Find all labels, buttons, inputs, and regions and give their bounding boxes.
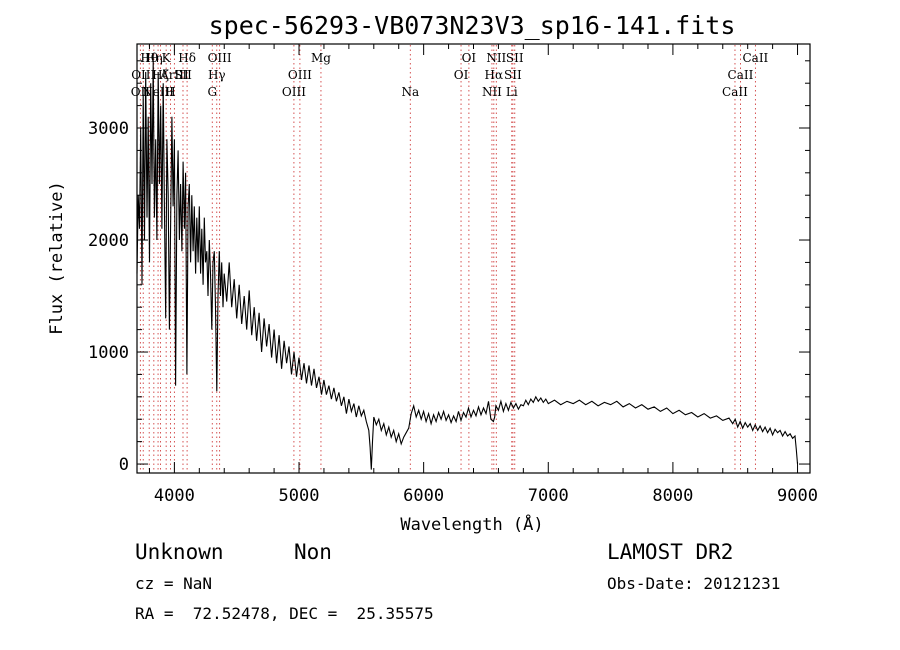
line-label-18: OI xyxy=(454,68,469,82)
line-label-9: SII xyxy=(174,68,192,82)
axis-ticks: 4000 5000 6000 7000 8000 9000 0 1000 2000 3000 xyxy=(88,44,818,506)
line-label-11: G xyxy=(207,85,217,99)
observation-date: Obs-Date: 20121231 xyxy=(607,574,780,593)
x-tick-label: 4000 xyxy=(154,486,195,506)
line-label-23: Li xyxy=(506,85,518,99)
line-label-13: OIII xyxy=(208,51,232,65)
spectral-line-labels: OIIOIIIHθHηNeIIIHζKHArIIISIIHδGHγOIIIOII… xyxy=(131,51,769,99)
line-label-20: NII xyxy=(482,85,502,99)
line-label-7: H xyxy=(165,85,175,99)
line-label-17: Na xyxy=(401,85,419,99)
line-label-10: Hδ xyxy=(178,51,196,65)
line-label-3: Hη xyxy=(145,51,163,65)
line-label-12: Hγ xyxy=(208,68,226,82)
line-label-27: CaII xyxy=(728,68,754,82)
x-tick-label: 8000 xyxy=(652,486,693,506)
line-label-14: OIII xyxy=(282,85,306,99)
chart-title: spec-56293-VB073N23V3_sp16-141.fits xyxy=(209,11,736,40)
line-label-28: CaII xyxy=(742,51,768,65)
redshift-cz: cz = NaN xyxy=(135,574,212,593)
x-tick-label: 7000 xyxy=(528,486,569,506)
y-axis-label: Flux (relative) xyxy=(47,181,67,335)
spectral-line-markers xyxy=(139,45,756,472)
survey-name: LAMOST DR2 xyxy=(607,540,733,564)
line-label-22: NII xyxy=(486,51,506,65)
line-label-16: Mg xyxy=(311,51,331,65)
line-label-26: CaII xyxy=(722,85,748,99)
x-axis-label: Wavelength (Å) xyxy=(400,513,543,535)
line-label-15: OIII xyxy=(288,68,312,82)
line-label-5: Hζ xyxy=(152,68,169,82)
sky-coordinates: RA = 72.52478, DEC = 25.35575 xyxy=(135,604,434,623)
spectrum-series-line xyxy=(136,60,799,470)
line-label-6: K xyxy=(162,51,172,65)
line-label-19: OI xyxy=(462,51,477,65)
x-tick-label: 5000 xyxy=(279,486,320,506)
line-label-8: ArIII xyxy=(159,68,189,82)
line-label-25: SII xyxy=(506,51,524,65)
object-class: Unknown xyxy=(135,540,224,564)
plot-frame xyxy=(136,43,811,474)
y-tick-label: 3000 xyxy=(88,119,129,139)
y-tick-label: 1000 xyxy=(88,343,129,363)
line-label-24: SII xyxy=(504,68,522,82)
object-subclass: Non xyxy=(294,540,332,564)
line-label-21: Hα xyxy=(485,68,504,82)
y-tick-label: 0 xyxy=(119,455,129,475)
x-tick-label: 9000 xyxy=(777,486,818,506)
y-tick-label: 2000 xyxy=(88,231,129,251)
x-tick-label: 6000 xyxy=(403,486,444,506)
